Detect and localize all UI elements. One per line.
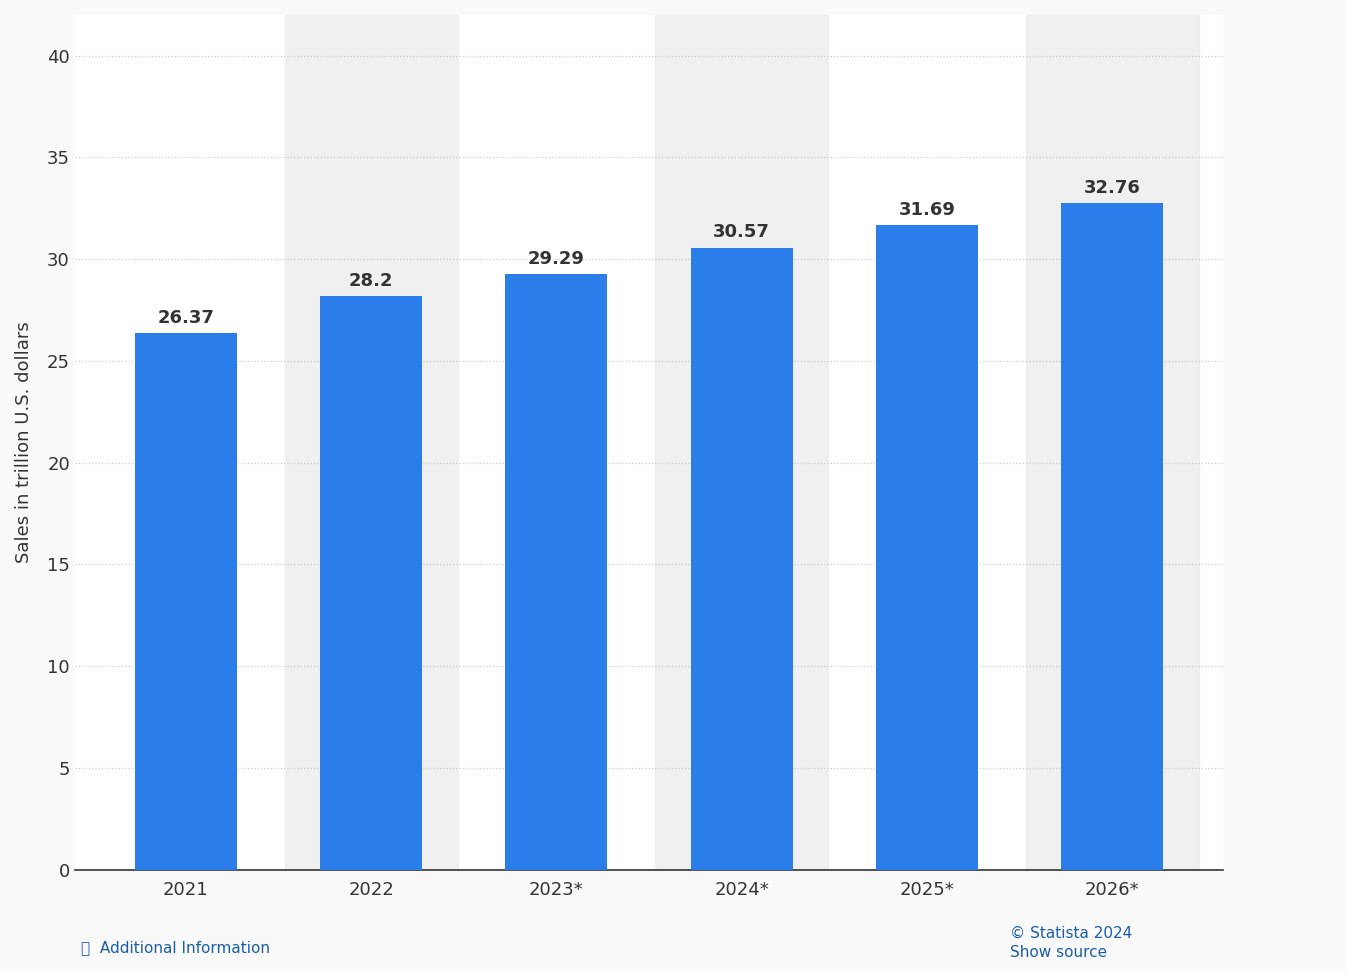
Bar: [656, 15, 828, 870]
Bar: [135, 333, 237, 870]
Bar: [506, 273, 607, 870]
Bar: [1026, 15, 1199, 870]
Text: 29.29: 29.29: [528, 250, 586, 267]
Bar: [284, 15, 458, 870]
Text: Show source: Show source: [1010, 946, 1106, 960]
Text: 30.57: 30.57: [713, 224, 770, 241]
Text: ⓘ  Additional Information: ⓘ Additional Information: [81, 941, 269, 955]
Text: © Statista 2024: © Statista 2024: [1010, 926, 1132, 941]
Text: 31.69: 31.69: [899, 200, 956, 219]
Text: 26.37: 26.37: [157, 309, 214, 327]
Bar: [320, 295, 423, 870]
Bar: [690, 248, 793, 870]
Y-axis label: Sales in trillion U.S. dollars: Sales in trillion U.S. dollars: [15, 322, 34, 563]
Bar: [876, 225, 977, 870]
Bar: [1061, 203, 1163, 870]
Text: 32.76: 32.76: [1084, 179, 1140, 197]
Text: 28.2: 28.2: [349, 272, 393, 290]
